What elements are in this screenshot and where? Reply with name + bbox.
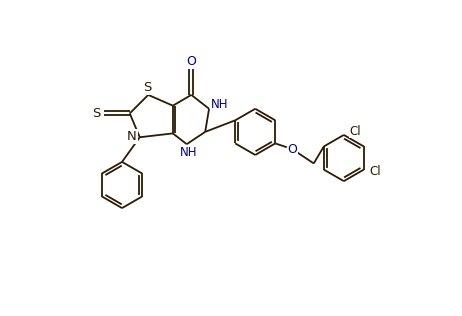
Text: Cl: Cl bbox=[350, 125, 361, 137]
Text: NH: NH bbox=[180, 146, 198, 159]
Text: Cl: Cl bbox=[370, 165, 381, 179]
Text: N: N bbox=[127, 130, 137, 143]
Text: S: S bbox=[92, 107, 101, 120]
Text: NH: NH bbox=[211, 98, 229, 112]
Text: O: O bbox=[186, 55, 196, 68]
Text: S: S bbox=[143, 82, 152, 94]
Text: O: O bbox=[287, 143, 297, 156]
